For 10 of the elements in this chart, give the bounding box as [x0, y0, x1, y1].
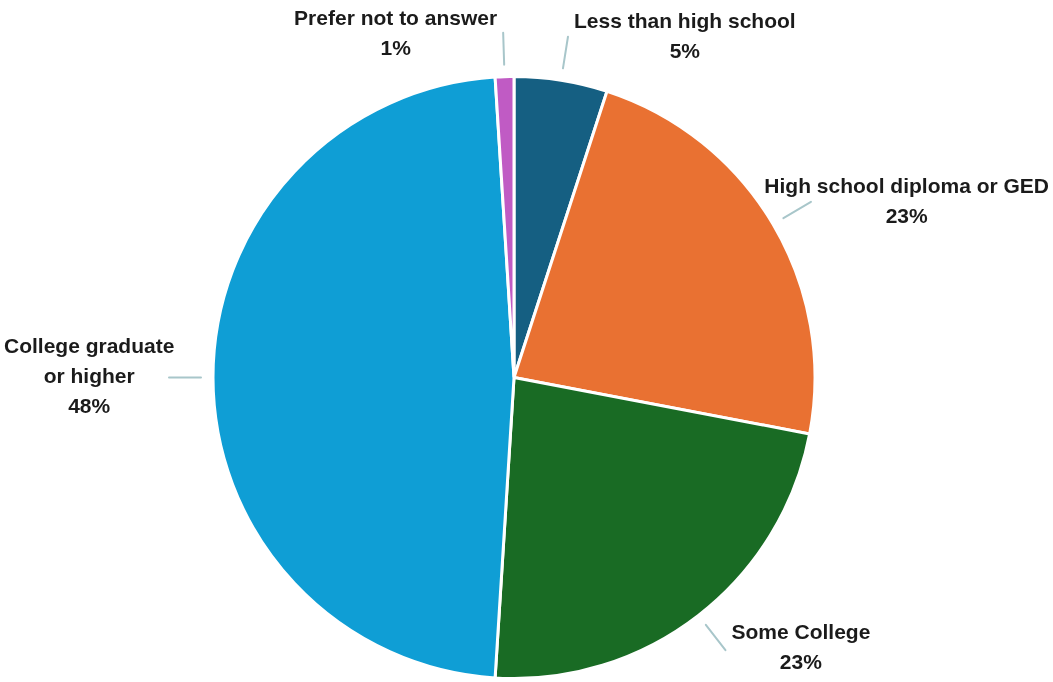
data-label: 5%	[669, 38, 701, 62]
slice-label: Less than high school	[573, 8, 796, 32]
data-label: 23%	[779, 649, 823, 673]
slice-label: High school diploma or GED	[764, 173, 1049, 197]
slice-label: Prefer not to answer	[294, 5, 498, 29]
slice-label: College graduate or higher	[4, 334, 175, 388]
slice-label: Some College	[731, 619, 871, 643]
data-label: 48%	[68, 394, 111, 418]
data-label: 1%	[380, 35, 412, 59]
data-label: 23%	[885, 203, 928, 227]
